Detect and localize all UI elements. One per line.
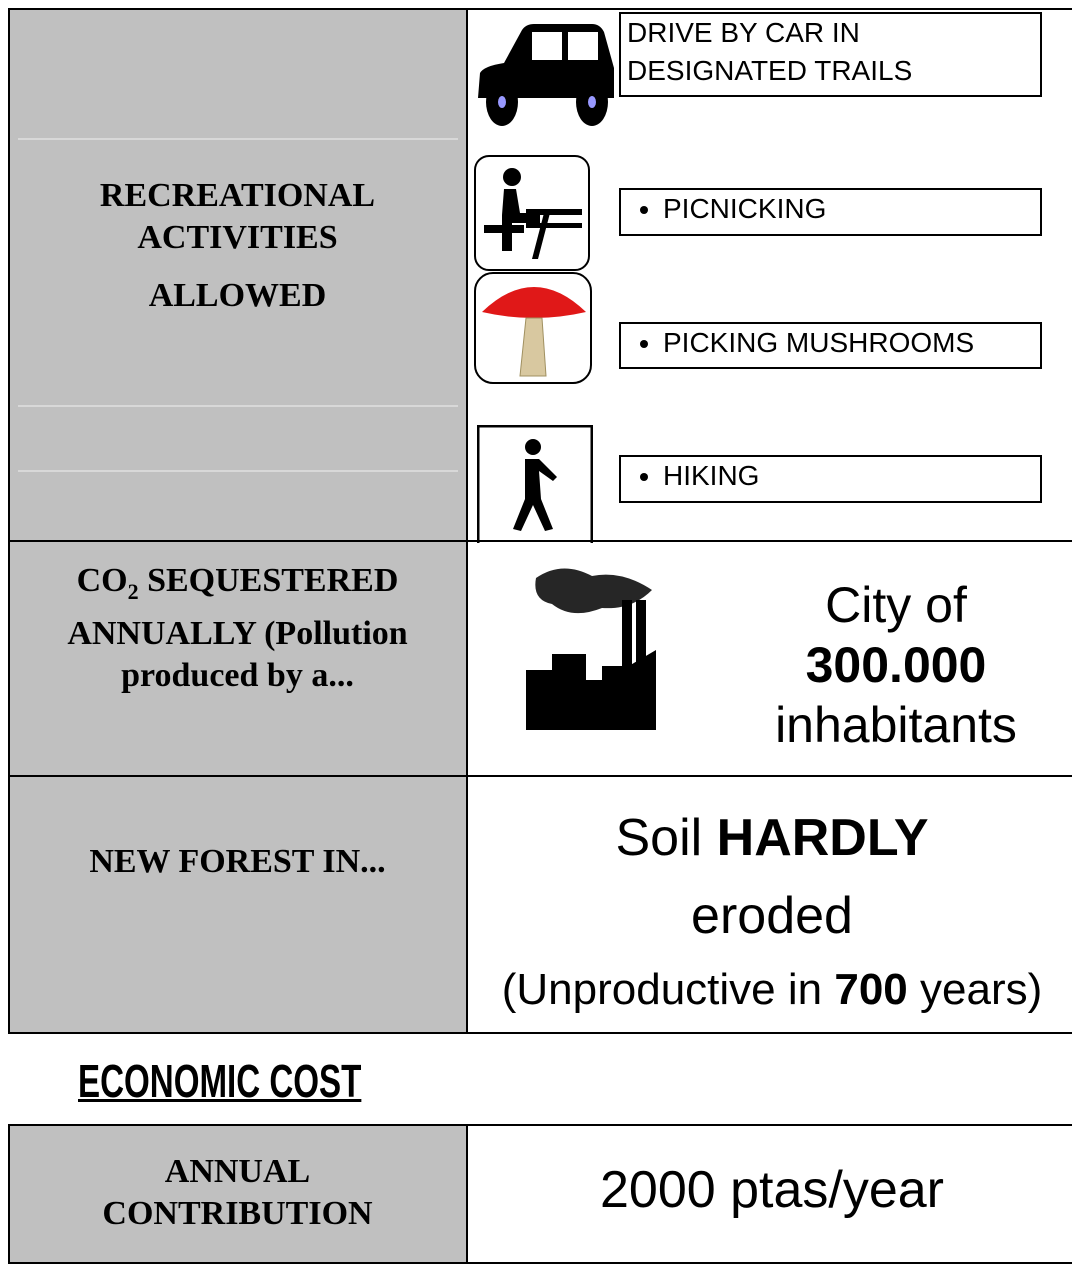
forest-value: (Unproductive in 700 years) — [472, 962, 1072, 1018]
text: years) — [920, 965, 1042, 1014]
activity-box: PICKING MUSHROOMS — [619, 322, 1042, 369]
contribution-value: 2000 ptas/year — [472, 1158, 1072, 1222]
forest-value: eroded — [472, 884, 1072, 948]
section-heading: ECONOMIC COST — [78, 1055, 361, 1107]
forest-value: Soil HARDLY — [472, 806, 1072, 870]
divider — [18, 138, 458, 140]
recreation-label: RECREATIONAL ACTIVITIES — [60, 175, 415, 259]
forest-label: NEW FOREST IN... — [30, 841, 445, 883]
picnic-icon — [474, 155, 592, 273]
activity: HIKING — [663, 457, 1040, 495]
factory-icon — [522, 560, 662, 732]
car-icon — [474, 18, 619, 130]
label-cell — [8, 775, 468, 1034]
text: Soil — [615, 809, 702, 867]
page: RECREATIONAL ACTIVITIES ALLOWED DRIVE BY… — [0, 0, 1072, 1245]
hiker-icon — [477, 425, 593, 543]
activity: PICKING MUSHROOMS — [663, 324, 1040, 362]
subscript: 2 — [128, 579, 139, 604]
text: inhabitants — [720, 695, 1072, 755]
divider — [18, 470, 458, 472]
recreation-label: ALLOWED — [60, 275, 415, 317]
text: City of — [720, 575, 1072, 635]
contribution-label: ANNUAL CONTRIBUTION — [70, 1151, 405, 1235]
activity-box: PICNICKING — [619, 188, 1042, 236]
number: 700 — [834, 965, 907, 1014]
text: (Unproductive in — [502, 965, 822, 1014]
divider — [18, 405, 458, 407]
activity-box: HIKING — [619, 455, 1042, 503]
number: 300.000 — [720, 635, 1072, 695]
co2-value: City of 300.000 inhabitants — [720, 575, 1072, 755]
activity-box: DRIVE BY CAR IN DESIGNATED TRAILS — [619, 12, 1042, 97]
co2-label: CO2 SEQUESTERED ANNUALLY (Pollution prod… — [40, 560, 435, 697]
activity: PICNICKING — [663, 190, 1040, 228]
text: CO — [77, 562, 128, 599]
activity: DRIVE BY CAR IN DESIGNATED TRAILS — [627, 17, 912, 86]
text: HARDLY — [717, 809, 929, 867]
mushroom-icon — [474, 272, 594, 386]
